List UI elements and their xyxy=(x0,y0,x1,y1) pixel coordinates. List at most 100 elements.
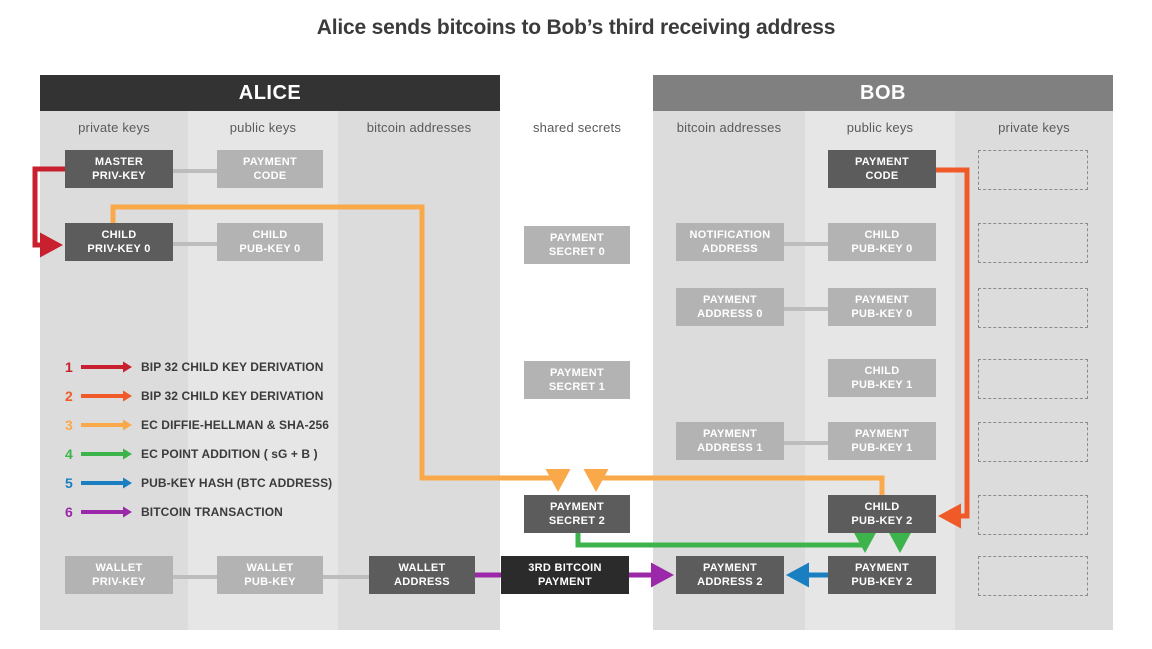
box-bob-child-pub-key-0[interactable]: CHILD PUB-KEY 0 xyxy=(828,223,936,261)
box-bob-private-key-placeholder xyxy=(978,359,1088,399)
box-line-2: PRIV-KEY xyxy=(92,169,146,182)
box-line-2: CODE xyxy=(865,169,899,182)
link-bob-paymentaddr1-to-paymentpub1 xyxy=(784,441,828,445)
page-title: Alice sends bitcoins to Bob’s third rece… xyxy=(316,16,836,39)
box-line-1: CHILD xyxy=(864,364,900,377)
box-line-2: PUB-KEY xyxy=(244,575,296,588)
box-line-2: SECRET 1 xyxy=(548,380,606,393)
box-line-1: PAYMENT xyxy=(549,231,605,244)
alice-panel-header: ALICE xyxy=(40,75,500,111)
legend-row: 5 PUB-KEY HASH (BTC ADDRESS) xyxy=(65,468,395,497)
legend-number: 6 xyxy=(65,503,73,520)
box-line-1: CHILD xyxy=(101,228,137,241)
link-bob-paymentaddr0-to-paymentpub0 xyxy=(784,307,828,311)
link-alice-walletpriv-to-walletpub xyxy=(173,575,217,579)
box-line-2: ADDRESS xyxy=(394,575,450,588)
legend-label: BIP 32 CHILD KEY DERIVATION xyxy=(141,359,324,374)
box-bob-private-key-placeholder xyxy=(978,223,1088,263)
box-line-1: PAYMENT xyxy=(549,500,605,513)
box-line-2: ADDRESS 2 xyxy=(697,575,763,588)
box-alice-master-priv-key[interactable]: MASTER PRIV-KEY xyxy=(65,150,173,188)
box-line-1: CHILD xyxy=(864,500,900,513)
box-line-2: PAYMENT xyxy=(537,575,593,588)
box-line-2: ADDRESS 1 xyxy=(697,441,763,454)
box-line-1: PAYMENT xyxy=(242,155,298,168)
box-line-1: CHILD xyxy=(864,228,900,241)
box-line-1: WALLET xyxy=(398,561,446,574)
box-line-1: PAYMENT xyxy=(702,427,758,440)
legend-number: 2 xyxy=(65,387,73,404)
legend-arrow-icon xyxy=(81,505,133,519)
legend-label: EC POINT ADDITION ( sG + B ) xyxy=(141,446,318,461)
legend-label: BITCOIN TRANSACTION xyxy=(141,504,283,519)
legend-number: 1 xyxy=(65,358,73,375)
legend-label: EC DIFFIE-HELLMAN & SHA-256 xyxy=(141,417,330,432)
box-bob-child-pub-key-1[interactable]: CHILD PUB-KEY 1 xyxy=(828,359,936,397)
box-bob-payment-code[interactable]: PAYMENT CODE xyxy=(828,150,936,188)
box-line-1: PAYMENT xyxy=(854,293,910,306)
box-bob-payment-pub-key-1[interactable]: PAYMENT PUB-KEY 1 xyxy=(828,422,936,460)
box-line-1: PAYMENT xyxy=(854,427,910,440)
box-bob-payment-address-2[interactable]: PAYMENT ADDRESS 2 xyxy=(676,556,784,594)
box-bob-payment-pub-key-2[interactable]: PAYMENT PUB-KEY 2 xyxy=(828,556,936,594)
box-bob-private-key-placeholder xyxy=(978,422,1088,462)
legend-row: 1 BIP 32 CHILD KEY DERIVATION xyxy=(65,352,395,381)
legend-row: 3 EC DIFFIE-HELLMAN & SHA-256 xyxy=(65,410,395,439)
box-payment-secret-1[interactable]: PAYMENT SECRET 1 xyxy=(524,361,630,399)
legend-number: 4 xyxy=(65,445,73,462)
link-alice-walletpub-to-walletaddr xyxy=(323,575,369,579)
legend-row: 2 BIP 32 CHILD KEY DERIVATION xyxy=(65,381,395,410)
box-line-1: 3RD BITCOIN xyxy=(528,561,602,574)
box-line-1: PAYMENT xyxy=(854,155,910,168)
box-line-2: PUB-KEY 0 xyxy=(851,307,913,320)
box-line-1: CHILD xyxy=(252,228,288,241)
box-bob-payment-address-0[interactable]: PAYMENT ADDRESS 0 xyxy=(676,288,784,326)
box-alice-wallet-priv-key[interactable]: WALLET PRIV-KEY xyxy=(65,556,173,594)
box-line-1: WALLET xyxy=(95,561,143,574)
box-line-1: MASTER xyxy=(94,155,144,168)
box-line-2: PUB-KEY 1 xyxy=(851,378,913,391)
box-bob-notification-address[interactable]: NOTIFICATION ADDRESS xyxy=(676,223,784,261)
box-bob-child-pub-key-2[interactable]: CHILD PUB-KEY 2 xyxy=(828,495,936,533)
box-line-2: SECRET 2 xyxy=(548,514,606,527)
box-alice-wallet-address[interactable]: WALLET ADDRESS xyxy=(369,556,475,594)
box-line-2: PUB-KEY 0 xyxy=(239,242,301,255)
box-line-1: PAYMENT xyxy=(702,293,758,306)
legend-number: 5 xyxy=(65,474,73,491)
box-bob-payment-address-1[interactable]: PAYMENT ADDRESS 1 xyxy=(676,422,784,460)
bob-column-label-public-keys: public keys xyxy=(846,120,914,135)
legend-label: BIP 32 CHILD KEY DERIVATION xyxy=(141,388,324,403)
box-third-bitcoin-payment[interactable]: 3RD BITCOIN PAYMENT xyxy=(501,556,629,594)
box-bob-private-key-placeholder xyxy=(978,288,1088,328)
box-alice-wallet-pub-key[interactable]: WALLET PUB-KEY xyxy=(217,556,323,594)
legend-arrow-icon xyxy=(81,389,133,403)
box-bob-private-key-placeholder xyxy=(978,556,1088,596)
box-line-1: WALLET xyxy=(246,561,294,574)
box-line-2: PUB-KEY 2 xyxy=(851,514,913,527)
box-line-2: PRIV-KEY 0 xyxy=(87,242,151,255)
box-alice-child-pub-key-0[interactable]: CHILD PUB-KEY 0 xyxy=(217,223,323,261)
link-alice-childpriv0-to-childpub0 xyxy=(173,242,217,246)
box-line-2: PUB-KEY 2 xyxy=(851,575,913,588)
box-line-2: ADDRESS xyxy=(702,242,758,255)
bob-column-label-bitcoin-addresses: bitcoin addresses xyxy=(676,120,782,135)
box-bob-payment-pub-key-0[interactable]: PAYMENT PUB-KEY 0 xyxy=(828,288,936,326)
alice-column-label-private-keys: private keys xyxy=(78,120,150,135)
shared-column-label: shared secrets xyxy=(532,120,622,135)
legend-arrow-icon xyxy=(81,418,133,432)
box-line-2: PUB-KEY 0 xyxy=(851,242,913,255)
box-alice-child-priv-key-0[interactable]: CHILD PRIV-KEY 0 xyxy=(65,223,173,261)
box-alice-payment-code[interactable]: PAYMENT CODE xyxy=(217,150,323,188)
box-payment-secret-2[interactable]: PAYMENT SECRET 2 xyxy=(524,495,630,533)
box-payment-secret-0[interactable]: PAYMENT SECRET 0 xyxy=(524,226,630,264)
bob-column-label-private-keys: private keys xyxy=(998,120,1070,135)
legend: 1 BIP 32 CHILD KEY DERIVATION 2 BIP 32 C… xyxy=(65,352,395,526)
box-line-2: ADDRESS 0 xyxy=(697,307,763,320)
legend-label: PUB-KEY HASH (BTC ADDRESS) xyxy=(141,475,333,490)
box-line-1: PAYMENT xyxy=(549,366,605,379)
box-line-1: PAYMENT xyxy=(702,561,758,574)
box-bob-private-key-placeholder xyxy=(978,495,1088,535)
legend-row: 4 EC POINT ADDITION ( sG + B ) xyxy=(65,439,395,468)
box-line-2: CODE xyxy=(253,169,287,182)
